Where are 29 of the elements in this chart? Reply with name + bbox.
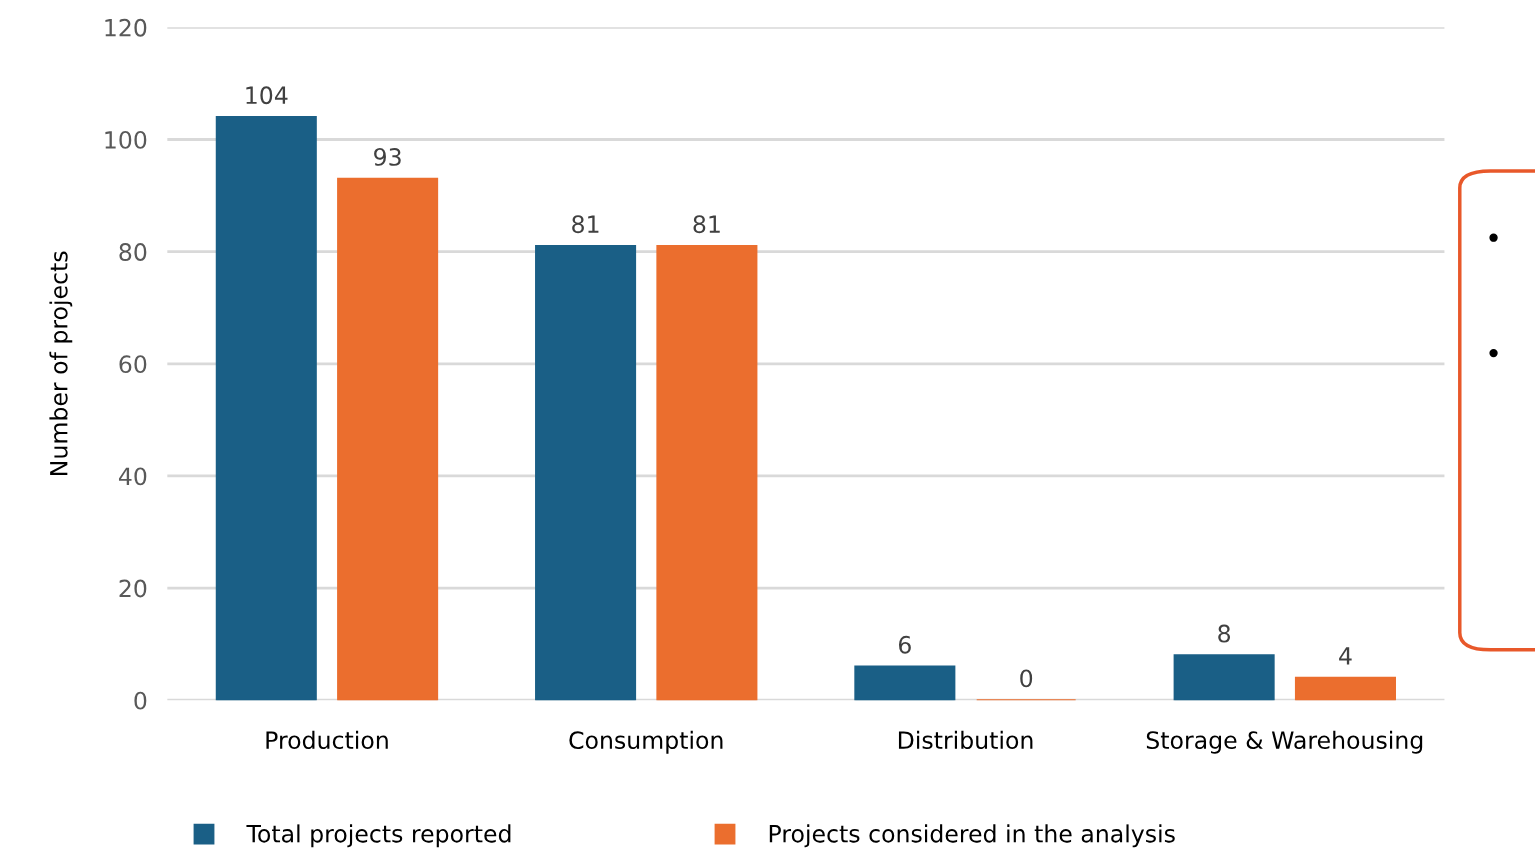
y-tick-label: 20: [119, 579, 147, 598]
x-tick-label: Production: [266, 730, 388, 750]
data-label: 81: [693, 215, 720, 234]
bar: [337, 177, 439, 701]
legend-label: Total projects reported: [246, 824, 511, 848]
data-label: 8: [1218, 624, 1231, 643]
bar: [854, 665, 956, 701]
data-label: 104: [246, 86, 288, 105]
bar: [215, 116, 317, 701]
data-label: 0: [1020, 669, 1033, 688]
y-tick-label: 0: [134, 691, 147, 710]
data-label: 93: [374, 147, 401, 166]
bar: [656, 245, 758, 701]
data-label: 6: [898, 635, 911, 654]
y-tick-label: 120: [105, 18, 147, 37]
bar: [1173, 654, 1275, 701]
y-axis-title: Number of projects: [49, 251, 73, 475]
bar: [1294, 676, 1396, 701]
bar: [535, 245, 637, 701]
data-label: 4: [1339, 647, 1352, 665]
data-label: 81: [572, 215, 599, 234]
legend-label: Projects considered in the analysis: [769, 824, 1175, 848]
y-tick-label: 80: [119, 243, 147, 261]
y-tick-label: 100: [105, 130, 147, 149]
y-tick-label: 60: [119, 355, 147, 374]
x-tick-label: Distribution: [898, 730, 1033, 750]
y-tick-label: 40: [118, 467, 147, 486]
x-tick-label: Consumption: [569, 730, 723, 754]
x-tick-label: Storage & Warehousing: [1146, 730, 1423, 754]
